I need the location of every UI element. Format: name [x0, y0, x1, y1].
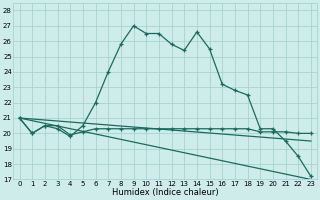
- X-axis label: Humidex (Indice chaleur): Humidex (Indice chaleur): [112, 188, 219, 197]
